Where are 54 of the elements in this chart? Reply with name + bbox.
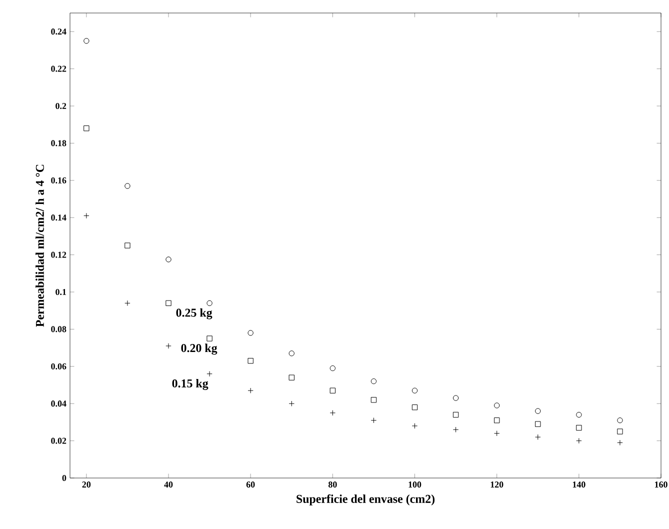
point <box>124 242 130 248</box>
point <box>412 404 418 410</box>
point <box>535 421 541 427</box>
x-tick-label: 100 <box>408 482 422 488</box>
x-axis-title: Superficie del envase (cm2) <box>296 494 435 506</box>
point <box>494 402 500 408</box>
x-tick-label: 20 <box>82 482 91 488</box>
point <box>617 428 623 434</box>
x-tick-label: 120 <box>490 482 504 488</box>
point <box>617 418 623 424</box>
y-axis-title: Permeabilidad ml/cm2/ h a 4 °C <box>36 164 44 327</box>
x-tick-label: 80 <box>328 482 337 488</box>
y-tick-label: 0.06 <box>51 363 66 370</box>
point <box>576 412 582 418</box>
y-tick-label: 0.14 <box>51 214 66 221</box>
y-tick-label: 0 <box>62 474 66 482</box>
point <box>84 38 90 44</box>
point <box>576 424 582 431</box>
point <box>330 365 336 372</box>
x-tick-label: 40 <box>164 482 173 488</box>
x-tick-label: 140 <box>572 482 586 488</box>
point <box>535 408 541 414</box>
point <box>84 125 90 132</box>
series-label: 0.20 kg <box>181 344 218 355</box>
y-tick-label: 0.22 <box>51 66 66 72</box>
series-label: 0.25 kg <box>176 308 212 320</box>
point <box>452 412 459 418</box>
point <box>248 330 254 336</box>
point <box>370 397 377 403</box>
point <box>206 336 212 342</box>
x-tick-label: 60 <box>246 482 255 488</box>
point <box>206 300 212 306</box>
y-tick-label: 0.02 <box>51 438 66 444</box>
series-label: 0.15 kg <box>172 379 208 390</box>
y-tick-label: 0.24 <box>51 28 66 35</box>
point <box>370 378 377 384</box>
point <box>166 300 172 306</box>
y-tick-label: 0.16 <box>51 177 66 184</box>
point <box>330 388 336 394</box>
point <box>288 350 294 356</box>
x-tick-label: 160 <box>655 482 668 488</box>
y-tick-label: 0.1 <box>56 288 66 296</box>
point <box>452 395 459 401</box>
y-tick-label: 0.08 <box>51 326 66 332</box>
point <box>494 418 500 424</box>
point <box>124 183 130 189</box>
point <box>166 256 172 262</box>
y-tick-label: 0.18 <box>51 140 66 146</box>
y-tick-label: 0.2 <box>56 102 66 110</box>
point <box>412 388 418 394</box>
y-tick-label: 0.04 <box>51 400 66 407</box>
point <box>288 374 294 380</box>
y-tick-label: 0.12 <box>51 252 66 258</box>
point <box>248 358 254 364</box>
